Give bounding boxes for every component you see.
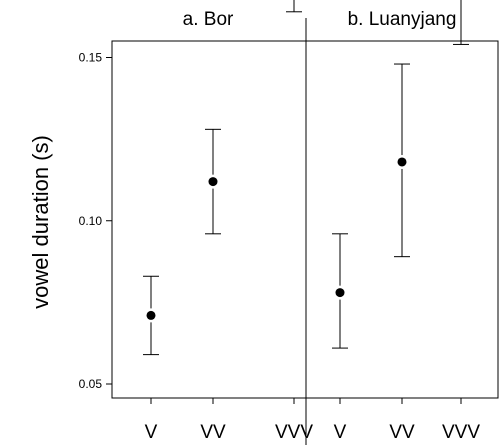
error-bar bbox=[286, 0, 302, 13]
data-point bbox=[146, 310, 156, 320]
y-axis: 0.050.100.150.200.25 bbox=[79, 51, 112, 391]
x-tick-label: VVV bbox=[275, 422, 313, 443]
x-tick-label: V bbox=[145, 422, 158, 443]
y-tick-label: 0.05 bbox=[79, 377, 103, 391]
x-tick-label: VV bbox=[200, 422, 226, 443]
data-point bbox=[335, 288, 345, 298]
error-bar bbox=[394, 63, 410, 258]
x-tick-label: V bbox=[334, 422, 347, 443]
y-tick-label: 0.10 bbox=[79, 214, 103, 228]
error-bar bbox=[205, 128, 221, 235]
y-tick-label: 0.15 bbox=[79, 51, 103, 65]
y-axis-label: vowel duration (s) bbox=[28, 135, 53, 309]
panel-title-b: b. Luanyjang bbox=[348, 9, 457, 30]
x-tick-label: VV bbox=[389, 422, 415, 443]
data-marks bbox=[143, 0, 469, 356]
data-point bbox=[208, 177, 218, 187]
panel-title-a: a. Bor bbox=[183, 9, 234, 30]
error-bar bbox=[332, 233, 348, 349]
data-point bbox=[397, 157, 407, 167]
x-tick-label: VVV bbox=[442, 422, 480, 443]
error-bar bbox=[453, 0, 469, 45]
error-bar bbox=[143, 275, 159, 356]
plot-frame bbox=[111, 40, 499, 399]
panel-titles: a. Bor b. Luanyjang bbox=[183, 9, 457, 30]
x-axis: V VV VVV V VV VVV bbox=[145, 398, 480, 443]
